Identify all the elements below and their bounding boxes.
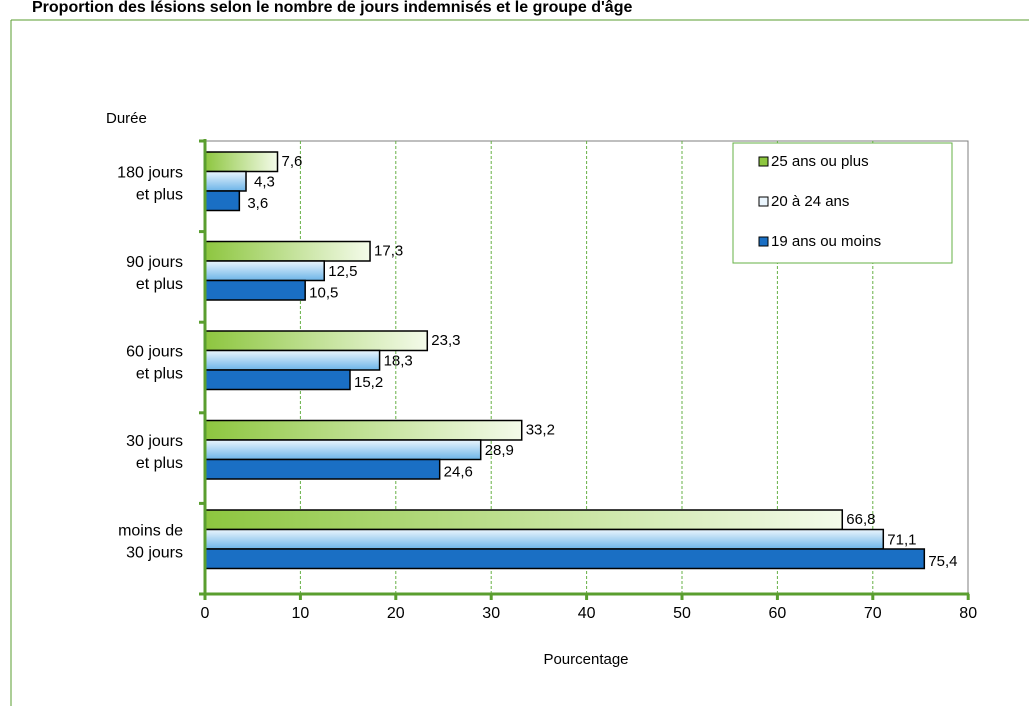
value-label-1-3: 23,3	[431, 332, 460, 349]
legend-label-2: 20 à 24 ans	[771, 193, 849, 210]
category-label-4-line-2: et plus	[136, 455, 183, 472]
value-label-3-5: 75,4	[928, 553, 957, 570]
value-label-2-1: 4,3	[254, 174, 275, 191]
value-label-2-5: 71,1	[887, 532, 916, 549]
value-label-2-4: 28,9	[485, 442, 514, 459]
legend-swatch-3	[758, 236, 769, 247]
category-labels: 180 jours et plus 90 jours et plus 60 jours e…	[117, 164, 183, 561]
bar-1-5	[204, 509, 844, 531]
x-tick-label-70: 70	[864, 605, 882, 622]
x-tick-label-40: 40	[578, 605, 596, 622]
category-label-5-line-2: 30 jours	[126, 544, 183, 561]
bar-3-3	[204, 369, 351, 391]
bar-3-1	[204, 190, 241, 212]
value-labels: 7,6 4,3 3,6 17,3 12,5 10,5 23,3 18,315,2 33,2 28,…	[247, 153, 957, 570]
bar-3-2	[204, 279, 306, 301]
x-tick-label-60: 60	[769, 605, 787, 622]
x-tick-label-30: 30	[482, 605, 500, 622]
bar-2-1	[204, 170, 247, 192]
value-label-3-2: 10,5	[309, 285, 338, 302]
value-label-2-2: 12,5	[328, 263, 357, 280]
value-label-1-1: 7,6	[282, 153, 303, 170]
x-tick-label-50: 50	[673, 605, 691, 622]
legend-label-1: 25 ans ou plus	[771, 153, 869, 170]
value-label-2-3: 18,3	[384, 353, 413, 370]
x-tick-label-20: 20	[387, 605, 405, 622]
category-label-5-line-1: moins de	[118, 522, 183, 539]
value-label-3-4: 24,6	[444, 464, 473, 481]
bars	[204, 151, 926, 570]
legend-swatch-1	[758, 156, 769, 167]
category-label-3-line-2: et plus	[136, 365, 183, 382]
bar-3-5	[204, 548, 926, 570]
y-axis-title: Durée	[106, 110, 147, 127]
legend-swatch-2	[758, 196, 769, 207]
bar-2-4	[204, 439, 482, 461]
bar-2-5	[204, 528, 885, 550]
bar-1-1	[204, 151, 279, 173]
category-label-4-line-1: 30 jours	[126, 433, 183, 450]
bar-2-3	[204, 349, 381, 371]
value-label-1-2: 17,3	[374, 243, 403, 260]
chart-title: Proportion des lésions selon le nombre d…	[32, 0, 632, 16]
category-label-2-line-1: 90 jours	[126, 254, 183, 271]
value-label-1-4: 33,2	[526, 422, 555, 439]
value-label-1-5: 66,8	[846, 511, 875, 528]
x-tick-label-10: 10	[292, 605, 310, 622]
category-label-3-line-1: 60 jours	[126, 343, 183, 360]
bar-1-4	[204, 419, 523, 441]
legend: 25 ans ou plus 20 à 24 ans 19 ans ou moins	[732, 142, 953, 264]
category-label-1-line-1: 180 jours	[117, 164, 183, 181]
category-label-2-line-2: et plus	[136, 276, 183, 293]
value-label-3-3: 15,2	[354, 374, 383, 391]
x-axis-title: Pourcentage	[543, 651, 628, 668]
bar-1-2	[204, 240, 371, 262]
legend-label-3: 19 ans ou moins	[771, 233, 881, 250]
x-tick-labels: 0 10 20 30 40 50 60 70 80	[201, 605, 978, 622]
bar-3-4	[204, 458, 441, 480]
bar-2-2	[204, 260, 325, 282]
legend-box	[732, 142, 953, 264]
category-label-1-line-2: et plus	[136, 186, 183, 203]
x-tick-label-0: 0	[201, 605, 210, 622]
x-tick-label-80: 80	[959, 605, 977, 622]
axes	[199, 139, 970, 600]
bar-1-3	[204, 330, 429, 352]
value-label-3-1: 3,6	[247, 195, 268, 212]
